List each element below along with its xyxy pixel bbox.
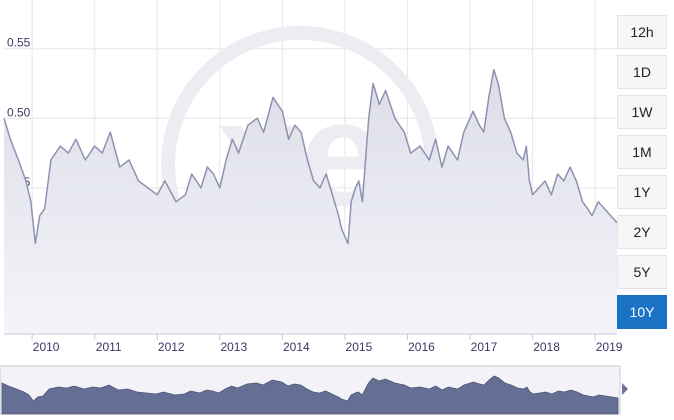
- x-tick-label: 2019: [596, 340, 623, 354]
- navigator-area: [1, 375, 619, 415]
- range-button-1y[interactable]: 1Y: [617, 175, 667, 209]
- series-line: [3, 68, 618, 245]
- x-tick-label: 2017: [471, 340, 498, 354]
- y-tick-label: 0.50: [7, 105, 31, 119]
- range-button-12h[interactable]: 12h: [617, 15, 667, 49]
- x-tick-label: 2014: [283, 340, 310, 354]
- range-button-1m[interactable]: 1M: [617, 135, 667, 169]
- x-tick-label: 2012: [158, 340, 185, 354]
- range-button-5y[interactable]: 5Y: [617, 255, 667, 289]
- range-button-1d[interactable]: 1D: [617, 55, 667, 89]
- range-button-1w[interactable]: 1W: [617, 95, 667, 129]
- range-button-10y[interactable]: 10Y: [617, 295, 667, 329]
- range-button-2y[interactable]: 2Y: [617, 215, 667, 249]
- x-tick-label: 2010: [33, 340, 60, 354]
- navigator-handle-icon: [622, 383, 628, 395]
- x-tick-label: 2016: [408, 340, 435, 354]
- x-tick-label: 2018: [533, 340, 560, 354]
- x-tick-label: 2013: [220, 340, 247, 354]
- y-tick-label: 0.55: [7, 36, 31, 50]
- x-tick-label: 2011: [96, 340, 122, 354]
- x-tick-label: 2015: [346, 340, 373, 354]
